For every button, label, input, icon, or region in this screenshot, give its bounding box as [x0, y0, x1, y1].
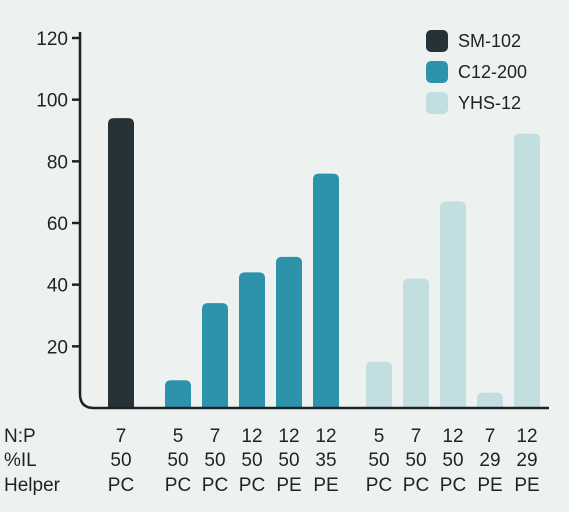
- bar-yhs-12: [477, 392, 503, 408]
- x-cell-il: 50: [110, 450, 131, 471]
- x-cell-np: 7: [116, 426, 127, 447]
- bar-yhs-12: [514, 133, 540, 409]
- x-cell-helper: PC: [165, 475, 191, 496]
- x-cell-il: 50: [241, 450, 262, 471]
- x-cell-helper: PC: [440, 475, 466, 496]
- legend-label: YHS-12: [458, 93, 521, 113]
- y-tick-label: 60: [47, 214, 68, 235]
- bar-yhs-12: [403, 278, 429, 408]
- x-cell-helper: PC: [202, 475, 228, 496]
- x-cell-il: 29: [479, 450, 500, 471]
- x-cell-np: 12: [516, 426, 537, 447]
- x-cell-np: 7: [411, 426, 422, 447]
- x-cell-helper: PE: [276, 475, 301, 496]
- x-cell-il: 35: [315, 450, 336, 471]
- x-row-label: N:P: [4, 426, 36, 447]
- bar-yhs-12: [440, 201, 466, 408]
- x-axis-condition-table: 750PC550PC750PC1250PC1250PE1235PE550PC75…: [4, 426, 540, 496]
- x-cell-il: 50: [442, 450, 463, 471]
- x-cell-il: 50: [204, 450, 225, 471]
- x-cell-np: 5: [173, 426, 184, 447]
- x-cell-np: 12: [278, 426, 299, 447]
- legend: SM-102 C12-200 YHS-12: [426, 30, 527, 114]
- x-cell-np: 12: [442, 426, 463, 447]
- x-cell-np: 12: [241, 426, 262, 447]
- x-cell-helper: PE: [514, 475, 539, 496]
- x-cell-il: 29: [516, 450, 537, 471]
- x-cell-helper: PC: [108, 475, 134, 496]
- x-cell-np: 5: [374, 426, 385, 447]
- x-row-label: Helper: [4, 475, 61, 496]
- x-cell-np: 7: [485, 426, 496, 447]
- legend-swatch: [426, 61, 448, 83]
- x-cell-helper: PC: [403, 475, 429, 496]
- y-tick-label: 100: [36, 91, 68, 112]
- bar-yhs-12: [366, 361, 392, 408]
- x-cell-np: 12: [315, 426, 336, 447]
- y-tick-label: 40: [47, 276, 68, 297]
- x-row-label: %IL: [4, 450, 37, 471]
- x-cell-il: 50: [405, 450, 426, 471]
- y-tick-label: 20: [47, 337, 68, 358]
- bar-c12-200: [276, 256, 302, 408]
- legend-label: C12-200: [458, 62, 527, 82]
- y-axis-ticks: 20 40 60 80 100 120: [36, 29, 80, 358]
- x-cell-il: 50: [167, 450, 188, 471]
- x-cell-helper: PC: [366, 475, 392, 496]
- legend-label: SM-102: [458, 31, 521, 51]
- bars: [108, 118, 540, 409]
- bar-c12-200: [165, 380, 191, 408]
- x-cell-helper: PE: [313, 475, 338, 496]
- x-cell-helper: PE: [477, 475, 502, 496]
- x-cell-il: 50: [278, 450, 299, 471]
- axes: [78, 32, 549, 410]
- x-cell-np: 7: [210, 426, 221, 447]
- x-cell-helper: PC: [239, 475, 265, 496]
- bar-c12-200: [313, 173, 339, 408]
- bar-sm-102: [108, 118, 134, 409]
- bar-c12-200: [239, 272, 265, 408]
- legend-swatch: [426, 30, 448, 52]
- y-tick-label: 80: [47, 152, 68, 173]
- y-tick-label: 120: [36, 29, 68, 50]
- x-cell-il: 50: [368, 450, 389, 471]
- bar-c12-200: [202, 303, 228, 408]
- legend-swatch: [426, 92, 448, 114]
